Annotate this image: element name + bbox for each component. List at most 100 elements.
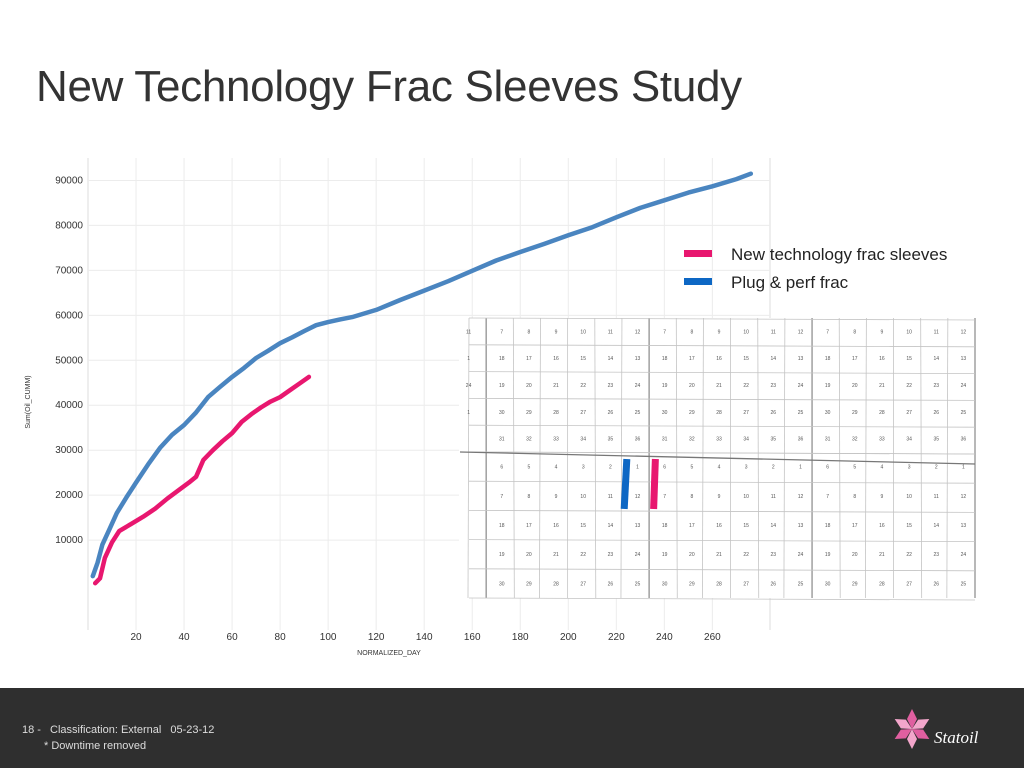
map-section-number: 30 <box>825 410 831 416</box>
map-section-number: 19 <box>825 552 831 558</box>
map-section-number: 10 <box>580 329 586 335</box>
map-section-number: 3 <box>908 465 911 471</box>
map-section-number: 22 <box>743 383 749 389</box>
map-section-number: 36 <box>961 437 967 443</box>
series-line-plug-perf <box>90 171 754 579</box>
map-section-number: 4 <box>881 465 884 471</box>
map-section-number: 4 <box>555 465 558 471</box>
map-section-number: 8 <box>853 329 856 335</box>
map-section-number: 7 <box>826 329 829 335</box>
map-section-number: 6 <box>826 465 829 471</box>
footer-meta: 18 - Classification: External 05-23-12 <box>22 724 220 736</box>
map-section-number: 1 <box>962 465 965 471</box>
x-tick-label: 260 <box>704 632 721 643</box>
map-section-number: 22 <box>906 383 912 389</box>
map-section-number: 24 <box>961 383 967 389</box>
y-tick-label: 60000 <box>55 310 83 321</box>
map-section-number: 8 <box>528 494 531 500</box>
map-section-number: 10 <box>906 329 912 335</box>
map-section-number: 12 <box>635 494 641 500</box>
footer-note: * Downtime removed <box>44 740 147 752</box>
map-section-number: 14 <box>771 356 777 362</box>
map-section-number: 36 <box>635 437 641 443</box>
map-section-number: 7 <box>663 494 666 500</box>
map-section-number: 19 <box>662 552 668 558</box>
map-section-number: 30 <box>499 410 505 416</box>
map-section-number: 17 <box>852 356 858 362</box>
map-section-number: 12 <box>961 329 967 335</box>
map-section-number: 15 <box>906 356 912 362</box>
map-hline <box>468 597 976 601</box>
y-tick-label: 30000 <box>55 445 83 456</box>
map-section-number: 25 <box>635 410 641 416</box>
map-section-number: 2 <box>609 465 612 471</box>
map-section-number: 13 <box>798 356 804 362</box>
legend-swatch-plug-perf <box>684 278 712 285</box>
map-section-number: 27 <box>743 581 749 587</box>
map-section-number: 30 <box>499 581 505 587</box>
map-section-number: 26 <box>771 410 777 416</box>
map-section-number: 31 <box>662 437 668 443</box>
map-section-number: 24 <box>635 552 641 558</box>
map-section-number: 9 <box>881 494 884 500</box>
map-section-number: 23 <box>608 552 614 558</box>
logo-petal <box>894 719 912 729</box>
map-section-number: 5 <box>853 465 856 471</box>
map-section-number: 3 <box>582 465 585 471</box>
map-township-line <box>459 451 976 465</box>
map-section-number: 7 <box>826 494 829 500</box>
map-section-number: 18 <box>825 523 831 529</box>
map-section-number: 1 <box>467 410 470 416</box>
map-section-number: 25 <box>798 581 804 587</box>
map-section-number: 14 <box>771 523 777 529</box>
map-hline <box>468 568 976 572</box>
map-vline <box>783 317 786 599</box>
map-section-number: 30 <box>825 581 831 587</box>
map-section-number: 27 <box>906 581 912 587</box>
map-section-number: 13 <box>798 523 804 529</box>
map-section-number: 17 <box>852 523 858 529</box>
chart: 10000 20000 30000 40000 50000 60000 70000 80000… <box>25 158 976 657</box>
map-section-number: 22 <box>580 383 586 389</box>
map-section-number: 28 <box>879 581 885 587</box>
footer-date: 05-23-12 <box>170 724 215 736</box>
x-tick-label: 220 <box>608 632 625 643</box>
map-section-number: 31 <box>499 437 505 443</box>
logo-petal <box>907 729 917 749</box>
map-section-number: 11 <box>934 494 939 500</box>
map-section-number: 34 <box>743 437 749 443</box>
map-section-number: 13 <box>961 523 967 529</box>
map-section-number: 14 <box>608 356 614 362</box>
map-section-number: 34 <box>906 437 912 443</box>
map-section-number: 26 <box>608 410 614 416</box>
map-section-number: 15 <box>580 523 586 529</box>
map-section-number: 15 <box>580 356 586 362</box>
map-section-number: 9 <box>718 329 721 335</box>
map-hline <box>468 317 976 321</box>
map-section-number: 14 <box>608 523 614 529</box>
map-section-number: 17 <box>526 356 532 362</box>
map-section-number: 9 <box>718 494 721 500</box>
y-tick-label: 90000 <box>55 175 83 186</box>
series-lines <box>90 171 754 586</box>
x-tick-label: 60 <box>227 632 239 643</box>
map-section-number: 24 <box>961 552 967 558</box>
map-section-number: 1 <box>636 465 639 471</box>
map-section-number: 32 <box>689 437 695 443</box>
map-section-number: 12 <box>798 329 804 335</box>
map-section-number: 6 <box>500 465 503 471</box>
map-section-number: 28 <box>879 410 885 416</box>
map-section-number: 29 <box>689 581 695 587</box>
map-section-number: 32 <box>526 437 532 443</box>
map-section-number: 25 <box>798 410 804 416</box>
map-section-number: 28 <box>553 410 559 416</box>
map-section-number: 7 <box>500 494 503 500</box>
map-section-number: 25 <box>635 581 641 587</box>
y-axis-label: Sum(Oil_CUMM) <box>25 375 32 428</box>
x-tick-label: 20 <box>130 632 142 643</box>
map-section-number: 19 <box>662 383 668 389</box>
x-tick-label: 180 <box>512 632 529 643</box>
logo-petal <box>894 729 912 739</box>
map-section-number: 13 <box>961 356 967 362</box>
y-tick-label: 10000 <box>55 535 83 546</box>
